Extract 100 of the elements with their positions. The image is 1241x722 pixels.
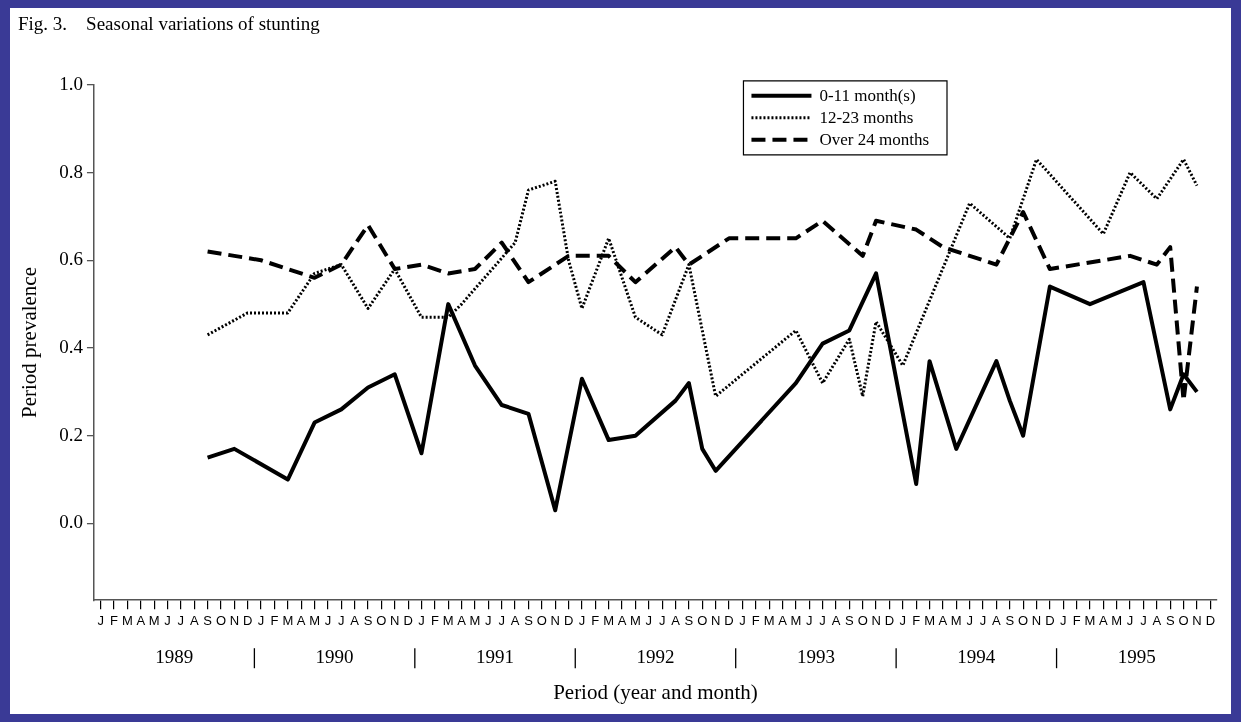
x-tick-label: O <box>376 612 387 628</box>
x-tick-label: J <box>338 612 345 628</box>
x-tick-label: M <box>763 612 775 628</box>
x-tick-label: O <box>1178 612 1189 628</box>
x-tick-label: A <box>778 612 788 628</box>
x-tick-label: F <box>270 612 279 628</box>
x-tick-label: N <box>229 612 240 628</box>
x-tick-label: S <box>1005 612 1015 628</box>
text: 1989 <box>155 646 194 668</box>
x-tick-label: A <box>136 612 146 628</box>
x-tick-label: J <box>739 612 746 628</box>
x-tick-label: F <box>591 612 600 628</box>
y-tick-label: 0.0 <box>59 511 83 533</box>
x-tick-label: J <box>658 612 666 628</box>
x-tick-label: J <box>257 612 265 628</box>
x-tick-label: J <box>324 612 332 628</box>
y-tick-label: 0.6 <box>59 248 83 270</box>
x-tick-label: M <box>442 612 454 628</box>
x-tick-label: A <box>189 612 199 628</box>
y-axis-title: Period prevalence <box>17 266 42 419</box>
legend-label: 0-11 month(s) <box>819 86 916 106</box>
x-tick-label: M <box>1084 612 1096 628</box>
x-tick-label: J <box>966 612 973 628</box>
y-tick-label: 0.8 <box>59 160 83 182</box>
x-tick-label: M <box>469 612 481 628</box>
x-tick-label: J <box>578 612 586 628</box>
x-tick-label: O <box>215 612 227 628</box>
x-tick-label: S <box>845 612 854 628</box>
x-tick-label: D <box>1205 612 1216 628</box>
y-tick-label: 0.2 <box>59 423 83 445</box>
x-tick-label: F <box>430 612 439 628</box>
x-tick-label: A <box>296 612 306 628</box>
x-tick-label: A <box>457 612 467 628</box>
x-tick-label: M <box>630 612 641 628</box>
x-tick-label: S <box>203 612 213 628</box>
x-tick-label: J <box>645 612 653 628</box>
x-tick-label: N <box>1192 612 1202 628</box>
x-tick-label: J <box>899 612 907 628</box>
x-tick-label: A <box>617 612 627 628</box>
x-tick-label: D <box>1045 612 1055 628</box>
x-tick-label: N <box>1031 612 1042 628</box>
chart-title: Fig. 3. Seasonal variations of stunting <box>18 13 321 35</box>
x-tick-label: J <box>1060 612 1067 628</box>
x-tick-label: M <box>1111 612 1123 628</box>
x-tick-label: A <box>350 612 360 628</box>
x-tick-label: M <box>924 612 935 628</box>
x-tick-label: D <box>563 612 574 628</box>
x-tick-label: M <box>950 612 962 628</box>
x-axis-title: Period (year and month) <box>553 679 758 704</box>
x-tick-label: A <box>510 612 520 628</box>
x-tick-label: N <box>550 612 560 628</box>
x-tick-label: S <box>1165 612 1175 628</box>
x-tick-label: J <box>164 612 171 628</box>
x-tick-label: J <box>805 612 813 628</box>
x-tick-label: J <box>177 612 185 628</box>
x-tick-label: A <box>671 612 681 628</box>
x-tick-label: F <box>110 612 119 628</box>
text: 1994 <box>957 646 996 668</box>
x-tick-label: O <box>1018 612 1029 628</box>
x-tick-label: J <box>979 612 987 628</box>
x-tick-label: M <box>121 612 133 628</box>
x-tick-label: J <box>498 612 505 628</box>
x-tick-label: D <box>403 612 413 628</box>
x-tick-label: F <box>751 612 760 628</box>
text: 1990 <box>315 646 354 668</box>
x-tick-label: M <box>790 612 802 628</box>
x-tick-label: J <box>819 612 826 628</box>
text: 1993 <box>796 646 835 668</box>
x-tick-label: M <box>603 612 615 628</box>
x-tick-label: M <box>282 612 294 628</box>
x-tick-label: S <box>524 612 534 628</box>
text: 1992 <box>636 646 675 668</box>
x-tick-label: D <box>724 612 734 628</box>
x-tick-label: A <box>831 612 841 628</box>
text: 1991 <box>476 646 515 668</box>
x-tick-label: D <box>884 612 895 628</box>
x-tick-label: N <box>871 612 881 628</box>
x-tick-label: N <box>710 612 721 628</box>
legend-label: Over 24 months <box>819 130 929 150</box>
x-tick-label: M <box>148 612 160 628</box>
x-tick-label: J <box>1126 612 1134 628</box>
x-tick-label: F <box>1072 612 1081 628</box>
x-tick-label: D <box>243 612 253 628</box>
x-tick-label: S <box>684 612 694 628</box>
legend-label: 12-23 months <box>819 108 914 128</box>
y-tick-label: 1.0 <box>59 72 83 94</box>
x-tick-label: F <box>912 612 921 628</box>
x-tick-label: O <box>536 612 547 628</box>
x-tick-label: O <box>857 612 868 628</box>
x-tick-label: A <box>938 612 948 628</box>
x-tick-label: J <box>1140 612 1147 628</box>
x-tick-label: J <box>485 612 492 628</box>
x-tick-label: A <box>1099 612 1109 628</box>
x-tick-label: S <box>363 612 373 628</box>
x-tick-label: N <box>390 612 400 628</box>
text: 1995 <box>1117 646 1156 668</box>
x-tick-label: A <box>992 612 1002 628</box>
y-tick-label: 0.4 <box>59 335 84 357</box>
x-tick-label: O <box>697 612 708 628</box>
x-tick-label: A <box>1152 612 1162 628</box>
